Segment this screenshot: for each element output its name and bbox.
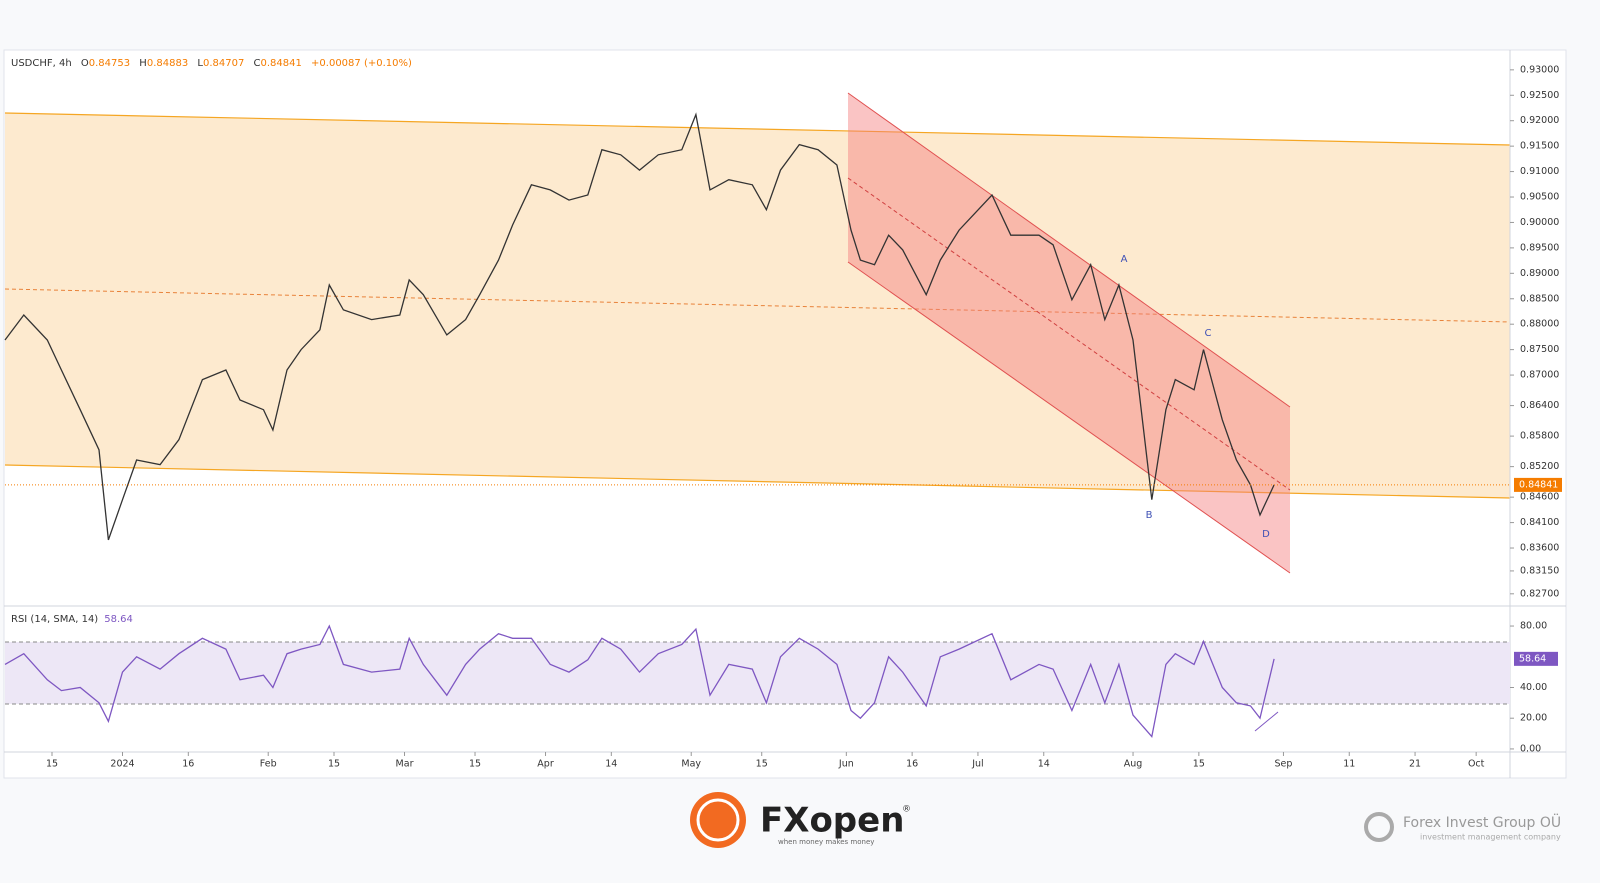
x-tick-label: 15 (756, 759, 768, 770)
x-tick-label: 15 (328, 759, 340, 770)
x-tick-label: Oct (1468, 759, 1485, 770)
partner-tagline: investment management company (1420, 833, 1561, 842)
y-tick-label: 0.89500 (1520, 242, 1559, 253)
ohlc-value: 0.84753 (89, 58, 130, 69)
x-tick-label: 2024 (110, 759, 134, 770)
y-tick-label: 0.93000 (1520, 64, 1559, 75)
brand-slogan: when money makes money (778, 838, 874, 846)
x-tick-label: 15 (1193, 759, 1205, 770)
channel-line (4, 464, 1511, 499)
y-tick-label: 0.84100 (1520, 517, 1559, 528)
series-line (4, 624, 1275, 739)
y-tick-label: 0.88000 (1520, 319, 1559, 330)
series-line (4, 112, 1275, 541)
symbol: USDCHF, 4h (11, 58, 72, 69)
partner-name: Forex Invest Group OÜ (1403, 813, 1561, 831)
divergence-line (1254, 711, 1279, 732)
y-tick-label: 40.00 (1520, 682, 1547, 693)
rsi-value-label: 58.64 (1519, 653, 1546, 664)
y-tick-label: 0.85200 (1520, 461, 1559, 472)
x-tick-label: Feb (260, 759, 277, 770)
channel-line (847, 261, 1291, 574)
ohlc-value: 0.84841 (260, 58, 301, 69)
x-tick-label: May (681, 759, 701, 770)
y-tick-label: 0.87500 (1520, 344, 1559, 355)
wave-label: B (1146, 510, 1153, 521)
y-tick-label: 0.90500 (1520, 192, 1559, 203)
y-tick-label: 0.86400 (1520, 400, 1559, 411)
x-tick-label: Sep (1274, 759, 1292, 770)
y-tick-label: 0.87000 (1520, 370, 1559, 381)
ohlc-key: L (197, 58, 203, 69)
y-tick-label: 20.00 (1520, 713, 1547, 724)
x-tick-label: Mar (396, 759, 414, 770)
y-tick-label: 0.90000 (1520, 217, 1559, 228)
brand-logo-ring (696, 798, 740, 842)
last-price-tag (1514, 477, 1562, 492)
y-tick-label: 0.83150 (1520, 565, 1559, 576)
x-tick-label: 21 (1409, 759, 1421, 770)
ohlc-value: 0.84707 (203, 58, 244, 69)
channel-line (847, 92, 1291, 408)
x-tick-label: 14 (1038, 759, 1050, 770)
x-tick-label: Jun (838, 759, 854, 770)
rsi-value: 58.64 (104, 614, 133, 625)
brand-mark: ® (902, 805, 911, 815)
y-tick-label: 0.91000 (1520, 166, 1559, 177)
wave-label: D (1262, 529, 1270, 540)
y-tick-label: 0.00 (1520, 743, 1541, 754)
y-tick-label: 0.91500 (1520, 141, 1559, 152)
rsi-value-tag (1514, 651, 1558, 666)
brand-name: FXopen (760, 801, 904, 841)
partner-logo (1364, 812, 1394, 842)
ohlc-legend: USDCHF, 4h O0.84753 H0.84883 L0.84707 C0… (11, 58, 412, 69)
y-tick-label: 0.88500 (1520, 293, 1559, 304)
y-tick-label: 0.84600 (1520, 492, 1559, 503)
x-tick-label: 16 (906, 759, 918, 770)
change: +0.00087 (+0.10%) (311, 58, 412, 69)
rsi-band (5, 642, 1510, 704)
y-tick-label: 0.82700 (1520, 588, 1559, 599)
y-tick-label: 0.92500 (1520, 90, 1559, 101)
last-price-label: 0.84841 (1519, 479, 1558, 490)
ohlc-value: 0.84883 (147, 58, 188, 69)
red-channel (848, 93, 1290, 573)
y-tick-label: 0.83600 (1520, 543, 1559, 554)
ohlc-key: H (139, 58, 147, 69)
x-tick-label: 14 (605, 759, 617, 770)
channel-mid (4, 288, 1511, 323)
rsi-name: RSI (14, SMA, 14) (11, 614, 98, 625)
channel-mid (847, 177, 1291, 491)
y-tick-label: 80.00 (1520, 621, 1547, 632)
wave-label: A (1121, 254, 1128, 265)
y-tick-label: 0.92000 (1520, 115, 1559, 126)
x-tick-label: Jul (971, 759, 983, 770)
x-tick-label: 11 (1343, 759, 1355, 770)
ohlc-key: O (81, 58, 89, 69)
y-tick-label: 0.89000 (1520, 268, 1559, 279)
ohlc-key: C (254, 58, 261, 69)
wave-label: C (1205, 328, 1212, 339)
channel-line (4, 112, 1511, 146)
x-tick-label: 16 (182, 759, 194, 770)
rsi-title: RSI (14, SMA, 14) 58.64 (11, 614, 133, 625)
y-tick-label: 0.85800 (1520, 431, 1559, 442)
x-tick-label: Apr (537, 759, 554, 770)
x-tick-label: 15 (469, 759, 481, 770)
x-tick-label: Aug (1124, 759, 1143, 770)
x-tick-label: 15 (46, 759, 58, 770)
